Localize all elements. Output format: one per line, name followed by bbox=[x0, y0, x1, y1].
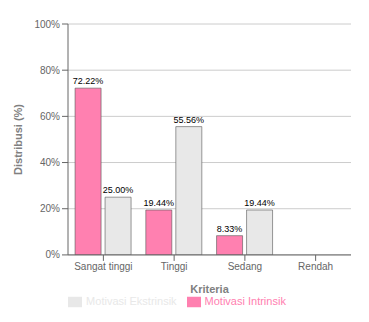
html-text:Motivasi Intrinsik: Motivasi Intrinsik bbox=[204, 294, 286, 307]
svg-text:Distribusi (%): Distribusi (%) bbox=[12, 104, 24, 175]
svg-text:0%: 0% bbox=[46, 249, 61, 260]
svg-text:72.22%: 72.22% bbox=[73, 76, 104, 86]
svg-text:Sangat tinggi: Sangat tinggi bbox=[74, 261, 132, 272]
svg-text:Sedang: Sedang bbox=[228, 261, 262, 272]
svg-text:40%: 40% bbox=[40, 157, 60, 168]
svg-text:60%: 60% bbox=[40, 111, 60, 122]
svg-text:20%: 20% bbox=[40, 203, 60, 214]
svg-text:100%: 100% bbox=[34, 19, 60, 30]
svg-text:8.33%: 8.33% bbox=[217, 224, 243, 234]
html-text:Motivasi Ekstrinsik: Motivasi Ekstrinsik bbox=[86, 294, 177, 307]
svg-text:19.44%: 19.44% bbox=[144, 198, 175, 208]
svg-text:25.00%: 25.00% bbox=[103, 185, 134, 195]
svg-text:Kriteria: Kriteria bbox=[190, 283, 229, 295]
svg-text:Tinggi: Tinggi bbox=[161, 261, 188, 272]
svg-text:Rendah: Rendah bbox=[298, 261, 333, 272]
svg-text:19.44%: 19.44% bbox=[244, 198, 275, 208]
svg-text:80%: 80% bbox=[40, 65, 60, 76]
svg-text:55.56%: 55.56% bbox=[174, 115, 205, 125]
